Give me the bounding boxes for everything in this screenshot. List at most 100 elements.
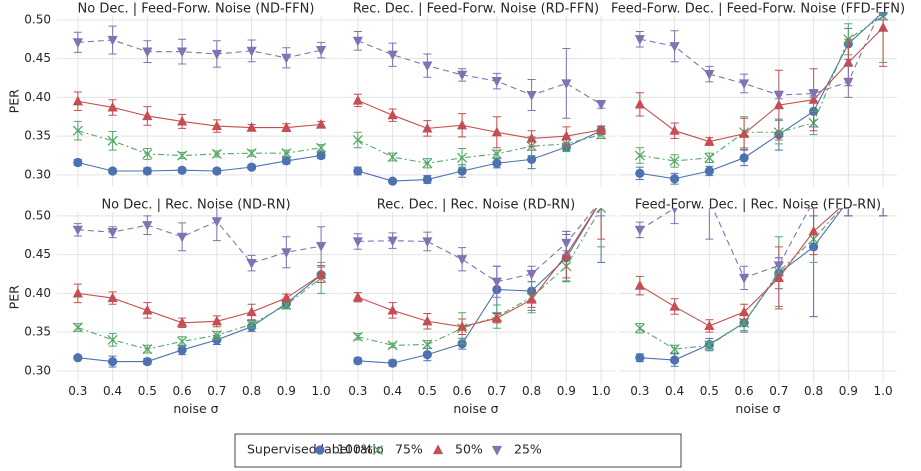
marker xyxy=(457,255,468,265)
marker xyxy=(669,42,680,52)
x-axis-label: noise σ xyxy=(453,401,498,416)
series-line xyxy=(639,15,884,162)
marker xyxy=(352,134,363,146)
marker xyxy=(739,306,750,317)
x-tick-label: 0.7 xyxy=(487,384,506,398)
series-line xyxy=(77,274,322,324)
y-axis-label: PER xyxy=(7,89,22,113)
marker xyxy=(316,269,327,279)
panel-title: Feed-Forw. Dec. | Feed-Forw. Noise (FFD-… xyxy=(611,2,905,17)
x-tick-label: 0.8 xyxy=(804,384,823,398)
marker xyxy=(72,225,83,236)
marker xyxy=(246,148,257,159)
x-tick-label: 0.9 xyxy=(277,384,296,398)
marker xyxy=(72,322,83,333)
x-tick-label: 0.8 xyxy=(522,384,541,398)
marker xyxy=(281,156,291,166)
marker xyxy=(492,158,502,168)
plot-area xyxy=(634,208,888,367)
x-tick-label: 0.3 xyxy=(348,384,367,398)
marker xyxy=(669,344,680,355)
marker xyxy=(281,292,292,303)
marker xyxy=(387,109,398,120)
marker xyxy=(704,340,715,351)
marker xyxy=(353,166,363,176)
marker xyxy=(72,125,83,136)
marker xyxy=(704,152,715,163)
marker xyxy=(315,445,325,455)
x-tick-label: 0.4 xyxy=(383,384,402,398)
marker xyxy=(142,148,153,160)
marker xyxy=(316,46,327,56)
y-tick-label: 0.30 xyxy=(24,167,51,181)
marker xyxy=(388,358,398,368)
x-tick-label: 0.3 xyxy=(630,384,649,398)
marker xyxy=(352,331,363,342)
marker xyxy=(353,356,363,366)
marker xyxy=(457,152,468,163)
marker xyxy=(634,35,645,45)
marker xyxy=(704,320,715,331)
marker xyxy=(491,312,502,323)
series-line xyxy=(77,130,322,157)
marker xyxy=(670,174,680,184)
marker xyxy=(212,166,222,176)
marker xyxy=(634,98,645,109)
marker xyxy=(211,49,222,60)
error-bar xyxy=(809,208,818,217)
marker xyxy=(704,166,714,176)
series-line xyxy=(357,208,596,283)
marker xyxy=(177,115,188,126)
marker xyxy=(526,293,537,304)
marker xyxy=(422,158,433,169)
marker xyxy=(352,94,363,105)
legend-entry: 50% xyxy=(432,442,483,457)
legend-title: Supervised label ratio xyxy=(247,442,384,457)
plot-area xyxy=(72,208,327,368)
marker xyxy=(526,90,537,101)
marker xyxy=(457,321,468,331)
plot-area xyxy=(72,25,327,176)
marker xyxy=(142,166,152,176)
marker xyxy=(808,89,819,100)
marker xyxy=(527,154,537,164)
x-tick-label: 0.4 xyxy=(665,384,684,398)
x-tick-label: 0.9 xyxy=(557,384,576,398)
marker xyxy=(704,135,715,146)
marker xyxy=(388,176,398,186)
marker xyxy=(246,46,257,57)
marker xyxy=(387,304,398,315)
marker xyxy=(561,79,572,90)
marker xyxy=(596,195,606,205)
marker xyxy=(491,277,502,288)
marker xyxy=(246,306,257,317)
legend-label: 100% xyxy=(337,442,373,457)
panel-title: Rec. Dec. | Rec. Noise (RD-RN) xyxy=(377,198,575,213)
marker xyxy=(669,300,680,311)
x-tick-label: 0.5 xyxy=(138,384,157,398)
marker xyxy=(491,148,502,160)
marker xyxy=(491,126,502,137)
marker xyxy=(142,110,153,121)
plot-area xyxy=(634,12,889,185)
legend-label: 75% xyxy=(395,442,423,457)
marker xyxy=(739,128,750,138)
marker xyxy=(491,77,502,87)
marker xyxy=(422,122,433,133)
marker xyxy=(352,291,363,302)
marker xyxy=(372,444,384,456)
x-tick-label: 0.6 xyxy=(735,384,754,398)
marker xyxy=(596,100,607,110)
marker xyxy=(211,330,222,341)
marker xyxy=(211,120,222,131)
series-line xyxy=(639,12,884,180)
marker xyxy=(457,119,468,130)
marker xyxy=(671,208,678,214)
marker xyxy=(177,165,187,175)
marker xyxy=(739,153,749,163)
marker xyxy=(73,157,83,168)
marker xyxy=(72,95,83,106)
marker xyxy=(177,47,188,58)
